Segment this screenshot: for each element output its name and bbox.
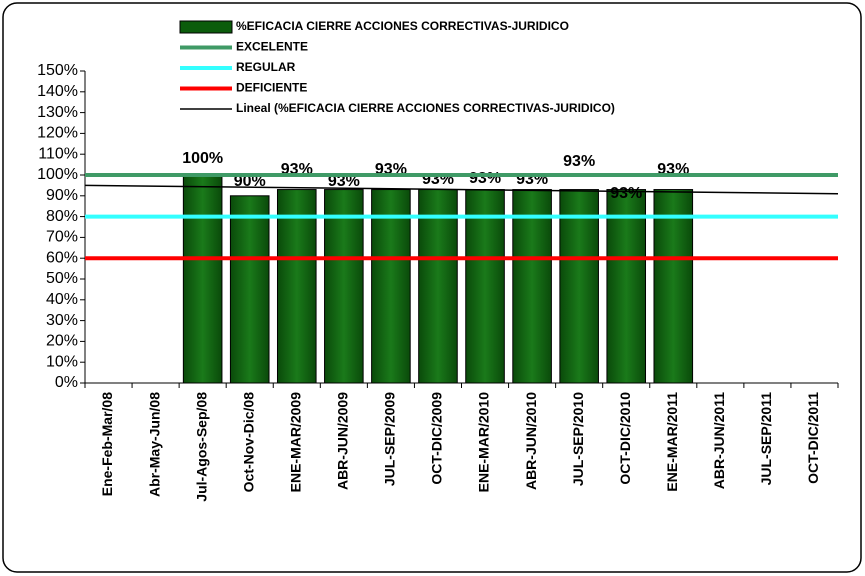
y-tick-label: 130% xyxy=(37,104,78,121)
trendline xyxy=(84,184,839,195)
value-label: 93% xyxy=(469,170,501,187)
y-tick-label: 80% xyxy=(46,208,78,225)
value-label: 93% xyxy=(328,173,360,190)
value-label: 93% xyxy=(610,185,642,202)
x-tick-label: JUL-SEP/2010 xyxy=(570,392,586,486)
x-tick-label: JUL-SEP/2011 xyxy=(758,392,774,486)
legend-label: Lineal (%EFICACIA CIERRE ACCIONES CORREC… xyxy=(236,101,615,115)
legend-label: REGULAR xyxy=(236,60,296,74)
x-tick-label: Ene-Feb-Mar/08 xyxy=(99,392,115,496)
x-tick-label: OCT-DIC/2010 xyxy=(617,392,633,485)
x-tick-label: Abr-May-Jun/08 xyxy=(146,392,162,497)
y-tick-label: 150% xyxy=(37,62,78,79)
value-label: 93% xyxy=(563,153,595,170)
y-tick-label: 20% xyxy=(46,333,78,350)
y-tick-label: 110% xyxy=(38,145,78,162)
bar xyxy=(512,189,552,384)
y-tick-label: 70% xyxy=(46,229,78,246)
x-tick-label: ENE-MAR/2011 xyxy=(664,392,680,492)
y-tick-label: 40% xyxy=(46,291,78,308)
x-tick-label: ABR-JUN/2011 xyxy=(711,392,727,489)
x-tick-label: JUL-SEP/2009 xyxy=(382,392,398,486)
y-tick-label: 60% xyxy=(46,249,78,266)
y-tick-label: 100% xyxy=(37,166,78,183)
y-tick-label: 30% xyxy=(46,312,78,329)
y-tick-label: 0% xyxy=(55,374,78,391)
bar xyxy=(559,189,599,384)
y-tick-label: 120% xyxy=(37,125,78,142)
x-tick-label: OCT-DIC/2009 xyxy=(429,392,445,485)
x-tick-label: OCT-DIC/2011 xyxy=(805,392,821,484)
bar xyxy=(324,189,364,384)
x-tick-label: ABR-JUN/2010 xyxy=(523,392,539,490)
bar xyxy=(371,189,411,384)
y-tick-label: 90% xyxy=(46,187,78,204)
bar xyxy=(465,189,505,384)
x-tick-label: Jul-Agos-Sep/08 xyxy=(193,392,209,502)
legend-label: DEFICIENTE xyxy=(236,81,307,95)
bar xyxy=(229,195,270,384)
x-tick-label: ABR-JUN/2009 xyxy=(335,392,351,490)
bar xyxy=(276,189,317,384)
value-label: 100% xyxy=(182,150,223,167)
x-tick-label: ENE-MAR/2010 xyxy=(476,392,492,493)
bar xyxy=(182,174,223,384)
bar xyxy=(418,189,458,384)
legend-swatch xyxy=(179,20,233,34)
legend-label: %EFICACIA CIERRE ACCIONES CORRECTIVAS-JU… xyxy=(236,19,569,33)
bar xyxy=(653,189,694,384)
x-tick-label: Oct-Nov-Dic/08 xyxy=(240,392,256,493)
legend-label: EXCELENTE xyxy=(236,40,308,54)
y-tick-label: 50% xyxy=(46,270,78,287)
value-label: 90% xyxy=(234,173,266,190)
x-tick-label: ENE-MAR/2009 xyxy=(287,392,303,493)
y-tick-label: 10% xyxy=(46,353,78,370)
y-tick-label: 140% xyxy=(37,83,78,100)
bar xyxy=(606,189,647,384)
